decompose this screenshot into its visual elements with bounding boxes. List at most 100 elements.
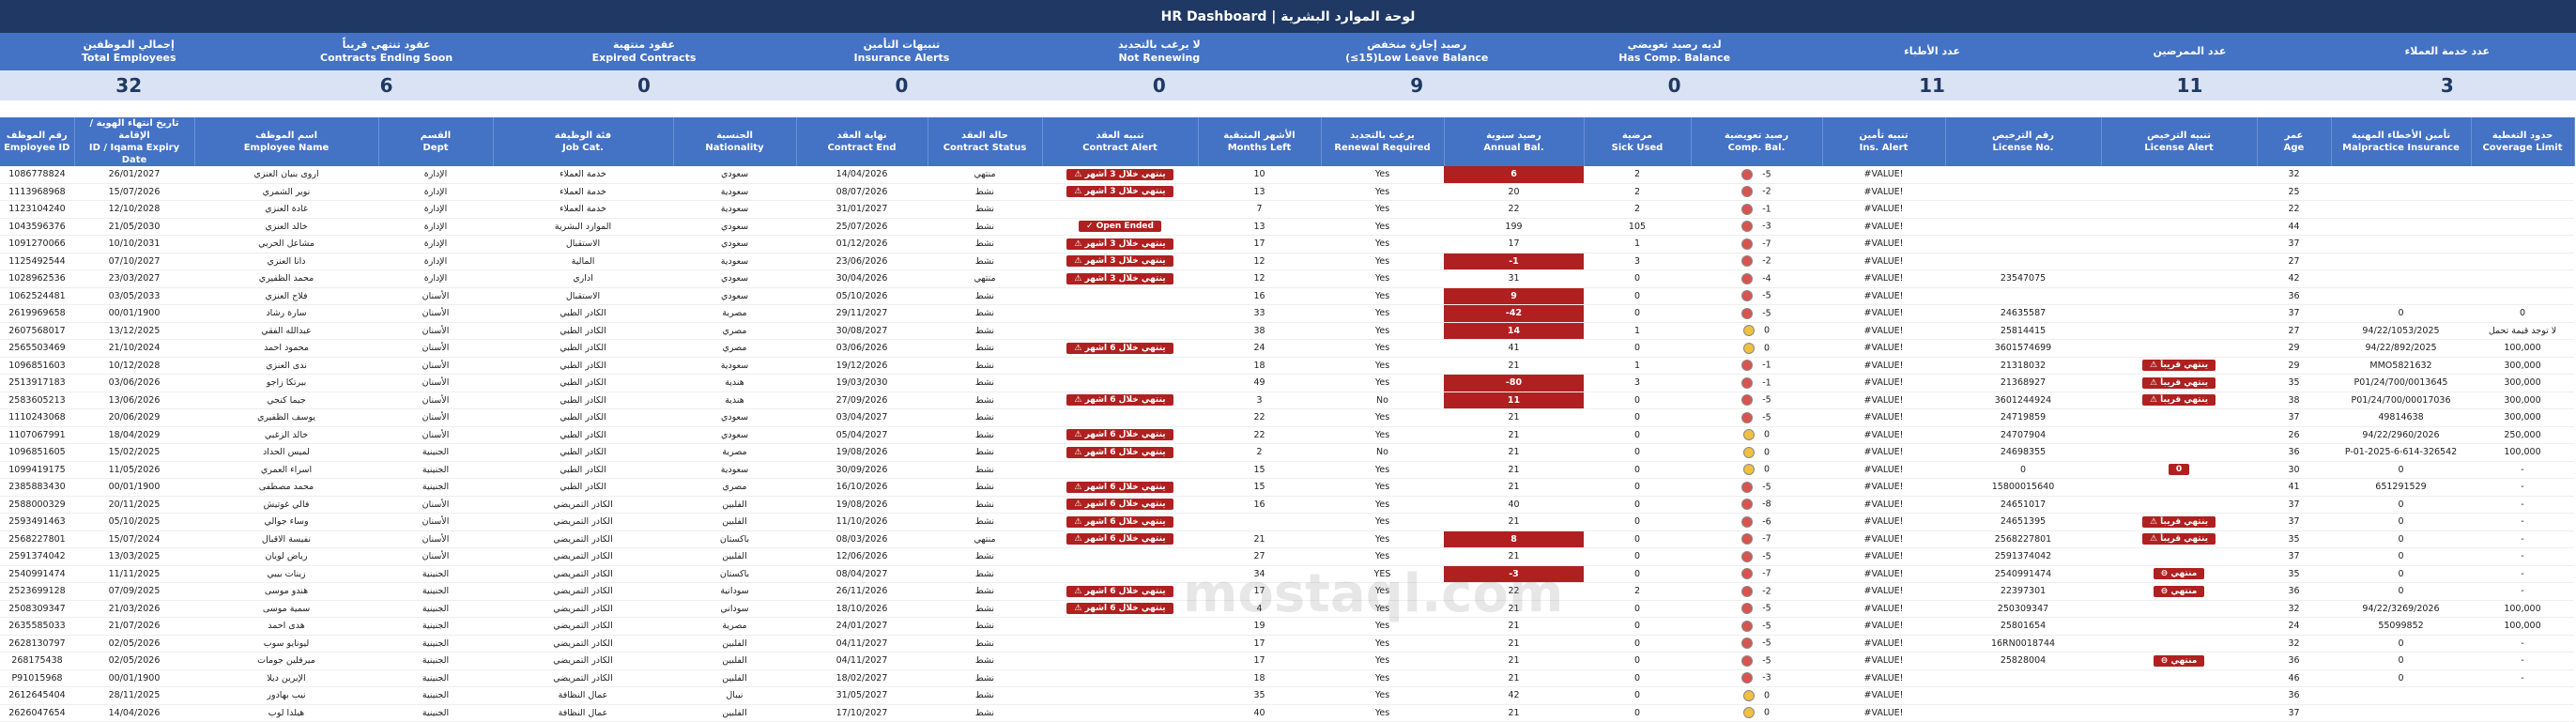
contract-status: نشط [974, 343, 995, 354]
iqama-expiry-cell: 21/03/2026 [74, 600, 194, 618]
contract-status-cell: نشط [928, 392, 1042, 409]
contract-end-cell: 11/10/2026 [796, 513, 928, 531]
malpractice-insurance-cell: P01/24/700/00017036 [2331, 392, 2471, 409]
age-cell: 37 [2257, 704, 2331, 722]
job-category-cell: الكادر الطبي [493, 461, 673, 479]
job-category: الكادر الطبي [560, 482, 606, 493]
dept: الإدارة [423, 255, 448, 267]
age: 37 [2288, 499, 2300, 510]
license-no-cell: 21368927 [1945, 374, 2101, 392]
employee-name-cell: هدى احمد [194, 617, 378, 636]
license-no: 21318032 [2000, 360, 2047, 371]
sick-used: 2 [1633, 169, 1641, 180]
coverage-limit: 100,000 [2504, 447, 2541, 458]
license-alert: منتهي ⊖ [2153, 585, 2205, 597]
employee-row: 1107067991 18/04/2029 خالد الزغبي الأسنان ال… [0, 426, 2574, 444]
kpi-label-ar: لا يرغب بالتجديد [1118, 38, 1201, 51]
column-header-en: Nationality [705, 143, 764, 153]
annual-balance: -3 [1509, 568, 1519, 579]
kpi-value: 32 [0, 70, 258, 100]
job-category: الكادر الطبي [560, 429, 606, 440]
license-alert-cell [2101, 183, 2257, 201]
dept-cell: الجنينية [378, 617, 493, 636]
contract-alert-cell: ينتهي خلال 3 أشهر ⚠ [1042, 235, 1198, 253]
kpi-label-en: Expired Contracts [591, 52, 697, 64]
dept-cell: الجنينية [378, 704, 493, 722]
contract-alert: ينتهي خلال 6 اشهر ⚠ [1066, 481, 1173, 493]
kpi-label-ar: عدد الأطباء [1904, 45, 1960, 57]
insurance-alert: #VALUE! [1863, 551, 1904, 562]
annual-balance: -80 [1505, 377, 1523, 389]
annual-balance-cell: 6 [1444, 166, 1584, 184]
renewal-required: Yes [1374, 186, 1390, 197]
renewal-required: Yes [1374, 690, 1390, 701]
license-alert-cell [2101, 600, 2257, 618]
job-category: الكادر الطبي [560, 447, 606, 458]
insurance-alert-cell: #VALUE! [1822, 530, 1945, 548]
annual-balance: -42 [1505, 308, 1523, 319]
license-no-cell: 3601574699 [1945, 339, 2101, 358]
malpractice-insurance-cell [2331, 686, 2471, 705]
column-header-en: Malpractice Insurance [2342, 143, 2460, 153]
renewal-required-cell: Yes [1321, 530, 1444, 548]
iqama-expiry-cell: 15/07/2026 [74, 183, 194, 201]
comp-balance: -5 [1762, 638, 1771, 649]
column-header: اسم الموظف Employee Name [194, 117, 379, 166]
comp-balance-cell: -1 [1691, 374, 1822, 392]
job-category: الاستقبال [565, 290, 601, 301]
sick-used-cell: 0 [1584, 426, 1691, 444]
job-category-cell: عمال النظافة [493, 686, 673, 705]
comp-balance: 0 [1763, 343, 1771, 354]
insurance-alert: #VALUE! [1863, 204, 1904, 215]
annual-balance-cell: 14 [1444, 322, 1584, 340]
license-alert-cell [2101, 686, 2257, 705]
iqama-expiry: 15/07/2024 [108, 533, 161, 545]
coverage-limit: 0 [2519, 308, 2526, 319]
months-left: 10 [1253, 169, 1265, 180]
job-category: الكادر التمريضي [553, 638, 613, 649]
license-alert-cell [2101, 496, 2257, 514]
coverage-limit-cell [2471, 704, 2574, 722]
insurance-alert: #VALUE! [1863, 586, 1904, 597]
license-no: 2591374042 [1994, 551, 2052, 562]
insurance-alert: #VALUE! [1863, 255, 1904, 267]
contract-end: 08/04/2027 [836, 568, 888, 579]
dept-cell: الأسنان [378, 322, 493, 340]
license-no-cell [1945, 287, 2101, 305]
iqama-expiry-cell: 21/05/2030 [74, 218, 194, 236]
job-category: الكادر الطبي [560, 360, 606, 371]
comp-balance: -3 [1762, 672, 1771, 684]
age: 37 [2288, 412, 2300, 423]
annual-balance: 21 [1508, 482, 1520, 493]
column-header-ar: فئة الوظيفة [554, 131, 612, 141]
sick-used: 0 [1633, 429, 1641, 440]
malpractice-insurance-cell [2331, 704, 2471, 722]
employee-id-cell: 1113968968 [0, 183, 74, 201]
coverage-limit-cell [2471, 253, 2574, 270]
coverage-limit-cell: - [2471, 530, 2574, 548]
comp-balance: -5 [1762, 290, 1771, 301]
renewal-required-cell: Yes [1321, 253, 1444, 270]
dept: الجنينية [422, 482, 450, 493]
coverage-limit-cell: - [2471, 652, 2574, 670]
license-alert-cell: ينتهي قريباً ⚠ [2101, 357, 2257, 375]
employee-row: 1123104240 12/10/2028 غادة العنزي الإدارة خد… [0, 200, 2574, 219]
contract-end-cell: 16/10/2026 [796, 478, 928, 497]
iqama-expiry: 10/12/2028 [108, 360, 161, 371]
malpractice-insurance-cell: 0 [2331, 461, 2471, 479]
annual-balance: 21 [1508, 412, 1520, 423]
insurance-alert: #VALUE! [1863, 308, 1904, 319]
comp-balance-cell: -3 [1691, 669, 1822, 687]
column-header-ar: يرغب بالتجديد [1350, 131, 1415, 141]
renewal-required-cell: Yes [1321, 513, 1444, 531]
comp-status-dot [1741, 638, 1754, 650]
employee-name: اسراء العمري [260, 464, 313, 475]
renewal-required-cell: Yes [1321, 582, 1444, 601]
insurance-alert: #VALUE! [1863, 360, 1904, 371]
column-header-ar: رقم الموظف [6, 131, 68, 141]
contract-status: نشط [974, 221, 995, 232]
months-left-cell: 33 [1198, 304, 1321, 323]
employee-row: 2628130797 02/05/2026 ليونايو سوب الجنينية ا… [0, 635, 2574, 653]
employee-id-cell: 1028962536 [0, 269, 74, 288]
age: 29 [2288, 360, 2300, 371]
